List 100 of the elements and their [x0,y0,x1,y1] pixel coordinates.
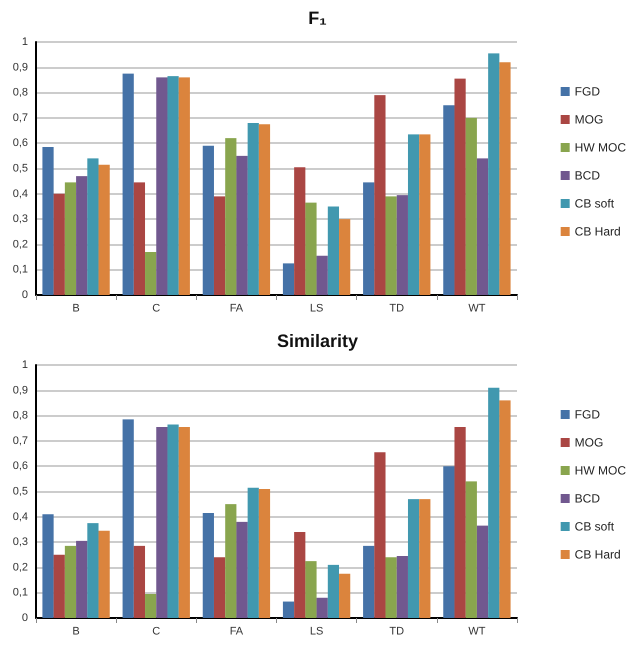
bar [145,594,156,618]
x-tick-label: B [72,302,80,314]
legend-label: HW MOC [574,140,626,154]
bar [122,74,134,295]
legend-label: FGD [574,408,600,422]
bar [454,426,466,618]
bar [419,499,430,618]
legend-label: BCD [574,168,600,182]
bar [54,194,65,295]
x-tick-label: B [72,626,80,638]
y-tick-label: 0 [22,289,28,301]
bar [248,488,259,618]
y-tick-label: 0,4 [12,188,28,200]
bar [294,532,306,618]
legend-label: CB Hard [574,548,621,562]
bar [374,95,386,295]
bar [248,122,259,295]
x-tick-label: TD [389,626,404,638]
bar [167,424,179,618]
chart-title: Similarity [276,331,358,351]
x-tick-label: WT [468,626,486,638]
y-tick-label: 0,5 [12,486,28,498]
bar [396,195,408,295]
y-tick-label: 0,8 [12,410,28,422]
bar [156,77,168,295]
bar [363,182,374,295]
bar [64,182,76,295]
bar [42,514,54,618]
bar [225,138,236,295]
bar [386,196,397,295]
bar [396,556,408,618]
bar [476,526,488,618]
bar [145,252,156,295]
bar [488,388,500,618]
legend-label: BCD [574,492,600,506]
bar [305,561,317,618]
bar [258,488,270,618]
y-tick-label: 0,8 [12,86,28,99]
x-tick-label: C [152,626,160,638]
bar [316,598,328,618]
bar [98,164,110,295]
legend-label: CB soft [574,520,615,534]
bar [134,546,146,618]
y-tick-label: 0,6 [12,460,28,472]
bar [178,77,190,295]
bar [282,602,294,618]
x-tick-label: FA [230,302,244,314]
y-tick-label: 0,1 [12,586,28,599]
x-tick-label: LS [310,626,324,638]
y-tick-label: 0,6 [12,137,28,150]
x-tick-label: C [152,302,160,314]
bar [225,504,236,618]
bar [87,523,99,618]
bar [328,206,340,295]
bar [443,466,454,618]
bar [466,481,477,618]
chart-title: F₁ [308,8,327,28]
legend-label: MOG [574,112,604,126]
y-tick-label: 0,7 [12,112,28,124]
bar [374,452,386,618]
bar [214,196,226,295]
y-tick-label: 0,9 [12,384,28,396]
bar [76,540,88,618]
legend-label: CB Hard [574,224,621,238]
y-tick-label: 0,3 [12,213,28,226]
y-tick-label: 0,1 [12,264,28,276]
x-tick-label: FA [230,626,244,638]
x-tick-label: WT [468,302,486,314]
y-tick-label: 1 [22,36,28,48]
y-tick-label: 0,4 [12,510,28,523]
bar [363,546,374,618]
bar [339,574,350,618]
bar [316,256,328,295]
bar [408,499,420,618]
bar [419,134,430,295]
bar [42,146,54,295]
bar [202,146,214,295]
bar [488,53,500,295]
bar [443,105,454,295]
x-tick-label: LS [310,302,324,314]
bar [386,557,397,618]
bar [476,158,488,295]
y-tick-label: 1 [22,359,28,371]
bar [499,62,511,295]
legend-label: CB soft [574,196,615,210]
bar [167,76,179,295]
bar [122,419,134,618]
legend-label: FGD [574,84,600,98]
bar [134,182,146,295]
bar [178,426,190,618]
bar [87,158,99,295]
legend-label: MOG [574,436,604,450]
bar [54,554,65,618]
bar [214,557,226,618]
bar [258,124,270,295]
y-tick-label: 0,2 [12,238,28,250]
y-tick-label: 0,2 [12,561,28,574]
y-tick-label: 0,7 [12,434,28,447]
bar [202,513,214,618]
bar [64,546,76,618]
